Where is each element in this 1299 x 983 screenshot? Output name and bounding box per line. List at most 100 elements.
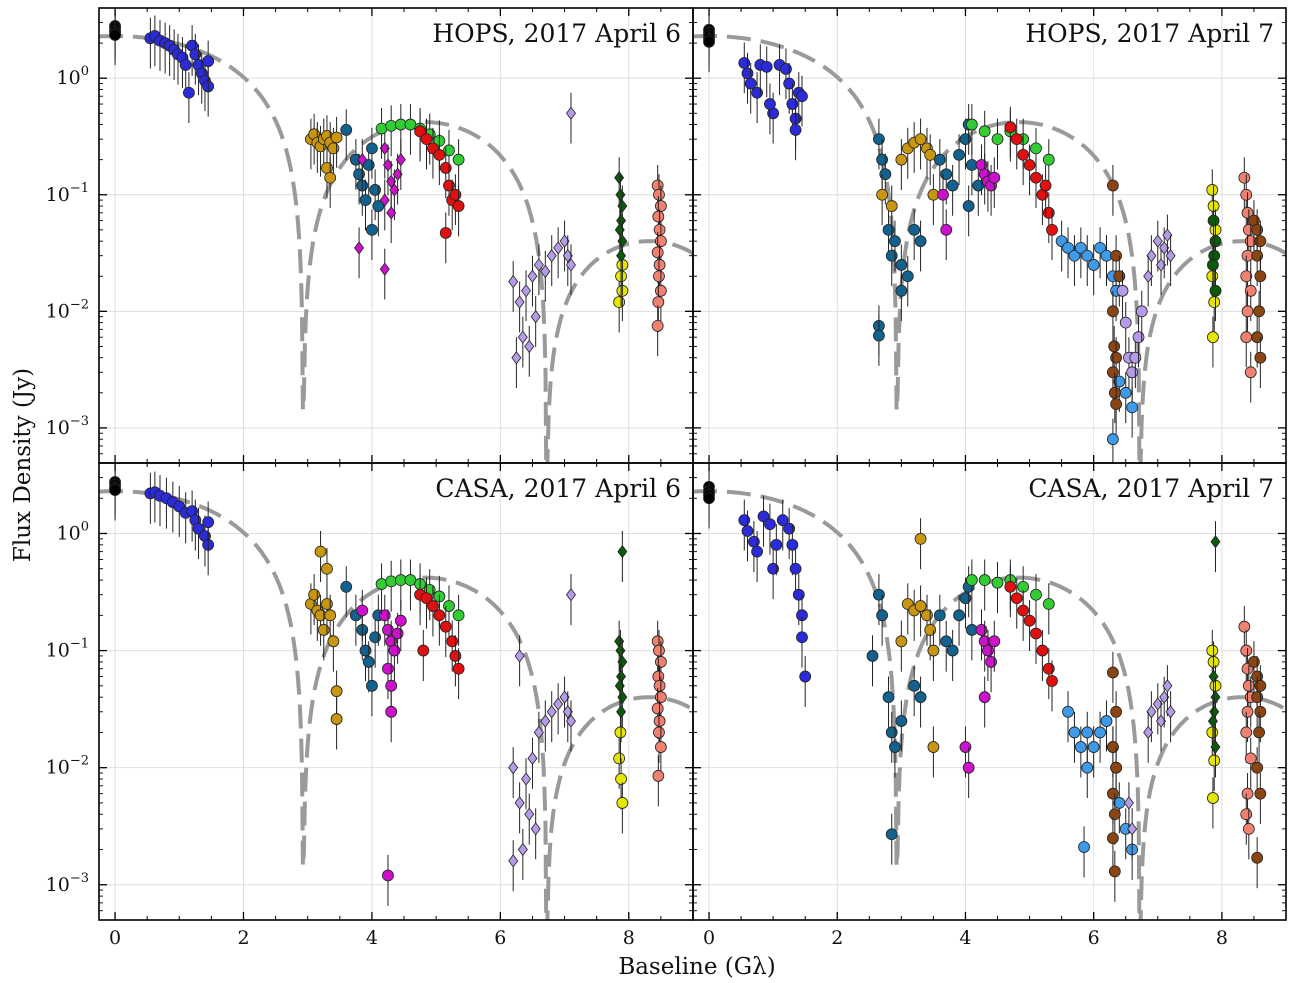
- data-point: [359, 194, 372, 206]
- data-point: [654, 656, 667, 668]
- data-point: [1036, 644, 1049, 657]
- data-point: [1254, 270, 1267, 283]
- data-point: [792, 588, 805, 601]
- data-point: [452, 662, 465, 675]
- data-point: [340, 124, 353, 136]
- data-point: [452, 153, 465, 166]
- data-point: [388, 644, 401, 657]
- x-tick-label: 4: [959, 927, 971, 949]
- data-point: [1017, 148, 1030, 161]
- data-point: [889, 741, 901, 753]
- data-point: [366, 223, 378, 236]
- data-point: [1010, 133, 1023, 146]
- data-point: [1240, 726, 1253, 739]
- data-point: [533, 725, 544, 740]
- x-tick-label: 4: [366, 927, 378, 949]
- data-points: [109, 463, 667, 906]
- data-point: [109, 29, 121, 41]
- data-point: [978, 574, 991, 586]
- data-point: [1238, 620, 1251, 633]
- data-point: [1081, 761, 1094, 774]
- data-point: [895, 259, 908, 271]
- data-point: [546, 249, 557, 263]
- data-point: [975, 624, 988, 636]
- data-point: [189, 48, 202, 61]
- data-point: [914, 235, 927, 248]
- data-point: [617, 690, 628, 704]
- data-point: [1132, 331, 1145, 344]
- data-point: [1107, 741, 1119, 753]
- data-point: [1110, 398, 1123, 411]
- model-curve: [693, 34, 1286, 463]
- data-point: [521, 284, 532, 298]
- data-point: [1240, 808, 1253, 821]
- data-point: [439, 161, 452, 174]
- data-point: [653, 679, 666, 692]
- data-point: [183, 86, 195, 99]
- y-tick-label: 10−2: [46, 297, 89, 322]
- data-point: [379, 262, 390, 276]
- data-point: [330, 685, 343, 698]
- data-point: [378, 609, 391, 622]
- data-point: [703, 492, 715, 505]
- data-point: [1162, 679, 1173, 693]
- data-point: [414, 125, 426, 138]
- data-point: [1107, 366, 1119, 379]
- data-point: [908, 223, 921, 236]
- data-points: [703, 466, 1267, 902]
- ticks: [693, 462, 1287, 921]
- data-point: [1004, 580, 1017, 593]
- data-point: [652, 296, 665, 309]
- data-point: [614, 726, 627, 739]
- data-point: [1207, 214, 1220, 227]
- data-point: [953, 609, 965, 622]
- data-point: [738, 57, 751, 69]
- data-point: [565, 714, 576, 728]
- data-point: [959, 133, 972, 146]
- data-point: [654, 741, 667, 753]
- data-point: [508, 854, 519, 868]
- data-point: [1042, 598, 1055, 610]
- data-point: [873, 133, 885, 146]
- data-point: [1251, 223, 1264, 236]
- data-point: [927, 741, 940, 753]
- model-curve-group: [99, 34, 693, 463]
- panel-title: CASA, 2017 April 7: [1028, 474, 1274, 503]
- data-point: [901, 270, 914, 283]
- data-point: [1241, 705, 1254, 718]
- data-point: [1078, 841, 1090, 853]
- data-point: [1241, 206, 1254, 219]
- data-point: [362, 656, 375, 668]
- data-point: [1108, 340, 1121, 353]
- data-point: [317, 624, 330, 636]
- data-point: [796, 631, 808, 644]
- data-point: [933, 153, 946, 166]
- data-point: [324, 171, 337, 184]
- data-point: [314, 545, 327, 558]
- data-point: [770, 538, 783, 551]
- data-point: [1152, 234, 1163, 248]
- data-point: [965, 574, 978, 586]
- grid-lines: [693, 8, 1286, 463]
- data-point: [369, 631, 382, 644]
- data-point: [1254, 705, 1267, 718]
- data-point: [508, 761, 519, 775]
- data-point: [876, 609, 889, 622]
- data-point: [1240, 331, 1253, 344]
- data-point: [524, 807, 535, 821]
- data-point: [1094, 242, 1106, 254]
- data-point: [653, 270, 665, 283]
- data-point: [1081, 726, 1094, 739]
- data-point: [1254, 235, 1267, 248]
- data-point: [1210, 690, 1221, 704]
- data-point: [616, 705, 627, 719]
- data-point: [330, 713, 343, 725]
- data-point: [540, 264, 551, 279]
- model-curve: [693, 489, 1286, 920]
- data-point: [553, 241, 564, 255]
- data-point: [1113, 270, 1126, 283]
- data-point: [882, 691, 895, 704]
- data-point: [1162, 228, 1173, 242]
